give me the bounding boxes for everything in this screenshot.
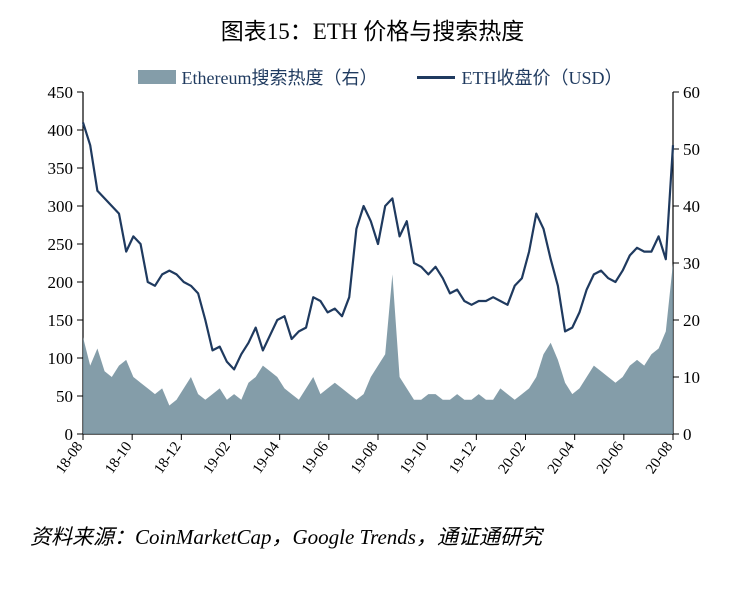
svg-text:100: 100	[47, 349, 73, 368]
svg-text:20-02: 20-02	[495, 439, 528, 477]
svg-text:350: 350	[47, 159, 73, 178]
svg-text:30: 30	[683, 254, 700, 273]
svg-text:18-10: 18-10	[102, 439, 135, 477]
svg-text:60: 60	[683, 83, 700, 102]
svg-text:300: 300	[47, 197, 73, 216]
svg-text:19-10: 19-10	[397, 439, 430, 477]
svg-text:10: 10	[683, 368, 700, 387]
svg-text:19-02: 19-02	[200, 439, 233, 477]
svg-text:18-12: 18-12	[151, 439, 184, 477]
legend-line-label: ETH收盘价（USD）	[461, 64, 622, 90]
legend-area-label: Ethereum搜索热度（右）	[182, 64, 378, 90]
area-swatch-icon	[138, 70, 176, 84]
svg-text:0: 0	[683, 425, 692, 444]
legend: Ethereum搜索热度（右） ETH收盘价（USD）	[138, 64, 623, 90]
svg-text:19-04: 19-04	[249, 439, 282, 477]
svg-text:20-08: 20-08	[643, 439, 676, 477]
svg-text:200: 200	[47, 273, 73, 292]
svg-text:50: 50	[56, 387, 73, 406]
chart-area: Ethereum搜索热度（右） ETH收盘价（USD） 050100150200…	[23, 54, 723, 504]
svg-text:20: 20	[683, 311, 700, 330]
svg-text:19-12: 19-12	[446, 439, 479, 477]
svg-text:20-06: 20-06	[593, 439, 626, 477]
svg-text:50: 50	[683, 140, 700, 159]
svg-text:40: 40	[683, 197, 700, 216]
source-citation: 资料来源：CoinMarketCap，Google Trends，通证通研究	[30, 518, 715, 558]
svg-text:18-08: 18-08	[53, 439, 86, 477]
svg-text:19-06: 19-06	[298, 439, 331, 477]
svg-text:250: 250	[47, 235, 73, 254]
svg-text:19-08: 19-08	[348, 439, 381, 477]
svg-text:20-04: 20-04	[544, 439, 577, 477]
chart-title: 图表15：ETH 价格与搜索热度	[20, 12, 725, 46]
line-swatch-icon	[417, 76, 455, 79]
chart-svg: 0501001502002503003504004500102030405060…	[23, 54, 723, 504]
legend-item-line: ETH收盘价（USD）	[417, 64, 622, 90]
svg-text:400: 400	[47, 121, 73, 140]
svg-text:450: 450	[47, 83, 73, 102]
legend-item-area: Ethereum搜索热度（右）	[138, 64, 378, 90]
svg-text:150: 150	[47, 311, 73, 330]
